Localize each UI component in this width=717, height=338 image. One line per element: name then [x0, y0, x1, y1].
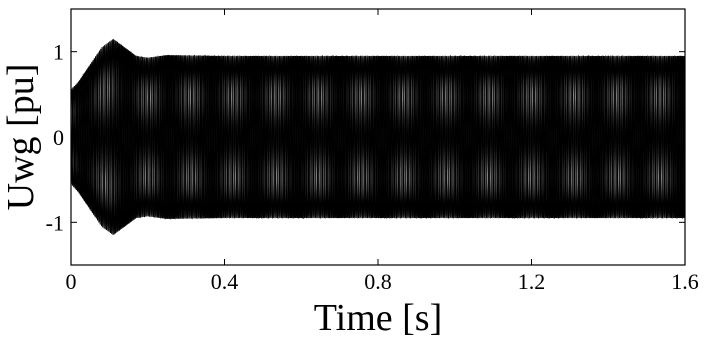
x-axis-label: Time [s]	[314, 297, 442, 338]
y-tick-label: -1	[46, 210, 64, 235]
x-tick-label: 1.2	[518, 269, 546, 294]
waveform-series	[71, 39, 685, 235]
waveform-line	[71, 39, 685, 234]
x-tick-label: 0	[66, 269, 77, 294]
y-tick-label: 1	[53, 40, 64, 65]
y-axis-label: Uwg [pu]	[0, 64, 42, 211]
y-axis: -1 0 1	[46, 40, 685, 235]
x-tick-label: 1.6	[671, 269, 699, 294]
y-tick-label: 0	[53, 125, 64, 150]
x-axis: 0 0.4 0.8 1.2 1.6	[66, 9, 699, 294]
x-tick-label: 0.4	[211, 269, 239, 294]
waveform-line	[71, 40, 685, 235]
x-tick-label: 0.8	[364, 269, 392, 294]
